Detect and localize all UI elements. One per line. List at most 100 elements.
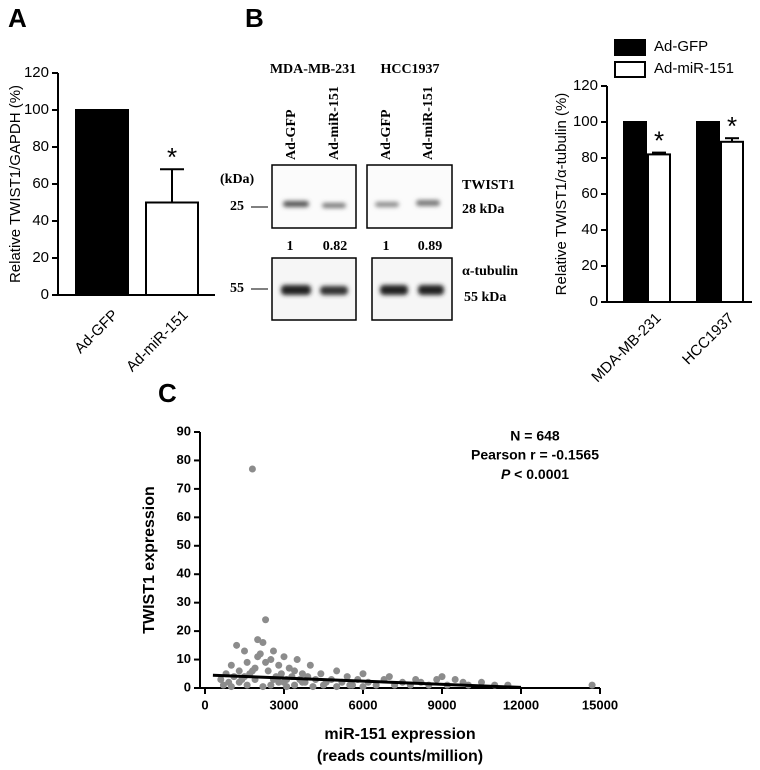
p-text: < 0.0001 <box>510 466 569 482</box>
point <box>478 678 485 686</box>
point <box>277 670 285 678</box>
panel-label: A <box>8 3 27 33</box>
y-tick-label: 50 <box>177 537 191 552</box>
point <box>217 675 225 683</box>
y-tick-label: 40 <box>177 566 191 581</box>
point <box>372 681 380 689</box>
band <box>322 203 346 208</box>
bar <box>623 121 647 303</box>
band <box>375 202 399 207</box>
point <box>433 675 441 683</box>
band <box>418 285 444 295</box>
western-blot: MDA-MB-231 HCC1937 Ad-GFP Ad-miR-151 Ad-… <box>220 62 518 321</box>
y-tick-label: 0 <box>41 286 49 303</box>
panel-label: C <box>158 378 177 408</box>
significance: * <box>654 125 664 155</box>
x-tick-label: 0 <box>201 697 208 712</box>
unit: (kDa) <box>220 172 255 187</box>
point <box>241 647 248 655</box>
legend-label: Ad-miR-151 <box>654 60 734 77</box>
point <box>451 675 459 683</box>
point <box>291 681 299 689</box>
y-tick-label: 20 <box>177 623 191 638</box>
point <box>267 656 275 664</box>
y-axis-label: Relative TWIST1/α-tubulin (%) <box>553 93 570 296</box>
y-tick-label: 100 <box>24 101 49 118</box>
y-tick-label: 80 <box>581 149 598 166</box>
y-axis-label: TWIST1 expression <box>141 486 158 634</box>
point <box>259 683 267 691</box>
blot-box <box>271 164 357 229</box>
bar <box>647 153 671 303</box>
y-tick-label: 0 <box>184 679 191 694</box>
x-tick-label: 12000 <box>503 697 539 712</box>
point <box>243 681 251 689</box>
point <box>306 661 314 669</box>
x-axis-label: miR-151 expression <box>324 726 475 743</box>
lane-label: Ad-GFP <box>284 109 299 160</box>
blot-box <box>366 164 453 229</box>
band <box>320 286 348 295</box>
point <box>227 661 235 669</box>
x-tick-label: MDA-MB-231 <box>588 310 664 386</box>
cell-line: HCC1937 <box>380 62 439 77</box>
bar <box>145 201 199 296</box>
y-tick-label: 20 <box>32 249 49 266</box>
lane-label: Ad-miR-151 <box>421 86 436 160</box>
bands <box>281 200 444 295</box>
point <box>280 653 288 661</box>
y-tick-label: 40 <box>581 221 598 238</box>
protein-size: 28 kDa <box>462 202 504 217</box>
point <box>227 683 235 691</box>
point <box>269 647 277 655</box>
cell-line: MDA-MB-231 <box>270 62 356 77</box>
y-tick-label: 20 <box>581 257 598 274</box>
point <box>309 683 317 691</box>
x-axis-label: (reads counts/million) <box>317 748 483 765</box>
point <box>359 670 367 678</box>
point <box>219 681 227 689</box>
band <box>283 201 309 207</box>
point <box>264 667 272 675</box>
point <box>359 683 367 691</box>
band <box>416 200 440 206</box>
trend-line <box>212 673 522 689</box>
y-tick-label: 10 <box>177 651 191 666</box>
y-tick-label: 90 <box>177 423 191 438</box>
legend-swatch <box>614 39 646 56</box>
point <box>333 667 341 675</box>
y-tick-label: 30 <box>177 594 191 609</box>
x-tick-label: 6000 <box>349 697 378 712</box>
point <box>298 670 306 678</box>
significance: * <box>727 111 737 141</box>
point <box>343 673 351 681</box>
point <box>235 678 243 686</box>
x-tick-label: 3000 <box>270 697 299 712</box>
y-tick-label: 60 <box>177 509 191 524</box>
y-tick-label: 60 <box>32 175 49 192</box>
protein-size: 55 kDa <box>464 290 506 305</box>
point <box>346 681 354 689</box>
y-tick-label: 80 <box>177 452 191 467</box>
point <box>235 667 243 675</box>
y-axis-label: Relative TWIST1/GAPDH (%) <box>7 85 24 283</box>
y-tick-label: 120 <box>24 64 49 81</box>
y-tick-label: 60 <box>581 185 598 202</box>
quant: 0.82 <box>323 239 348 254</box>
y-tick-label: 100 <box>573 113 598 130</box>
panel-label: B <box>245 3 264 33</box>
point <box>254 636 262 644</box>
point <box>259 638 267 646</box>
point <box>280 678 288 686</box>
lane-label: Ad-GFP <box>379 109 394 160</box>
bar <box>720 140 744 303</box>
marker: 55 <box>230 281 244 296</box>
point <box>275 678 283 686</box>
point <box>262 616 270 624</box>
stat: Pearson r = -0.1565 <box>471 447 599 463</box>
point <box>588 681 596 689</box>
point <box>275 661 283 669</box>
significance: * <box>167 142 177 172</box>
point <box>291 667 299 675</box>
